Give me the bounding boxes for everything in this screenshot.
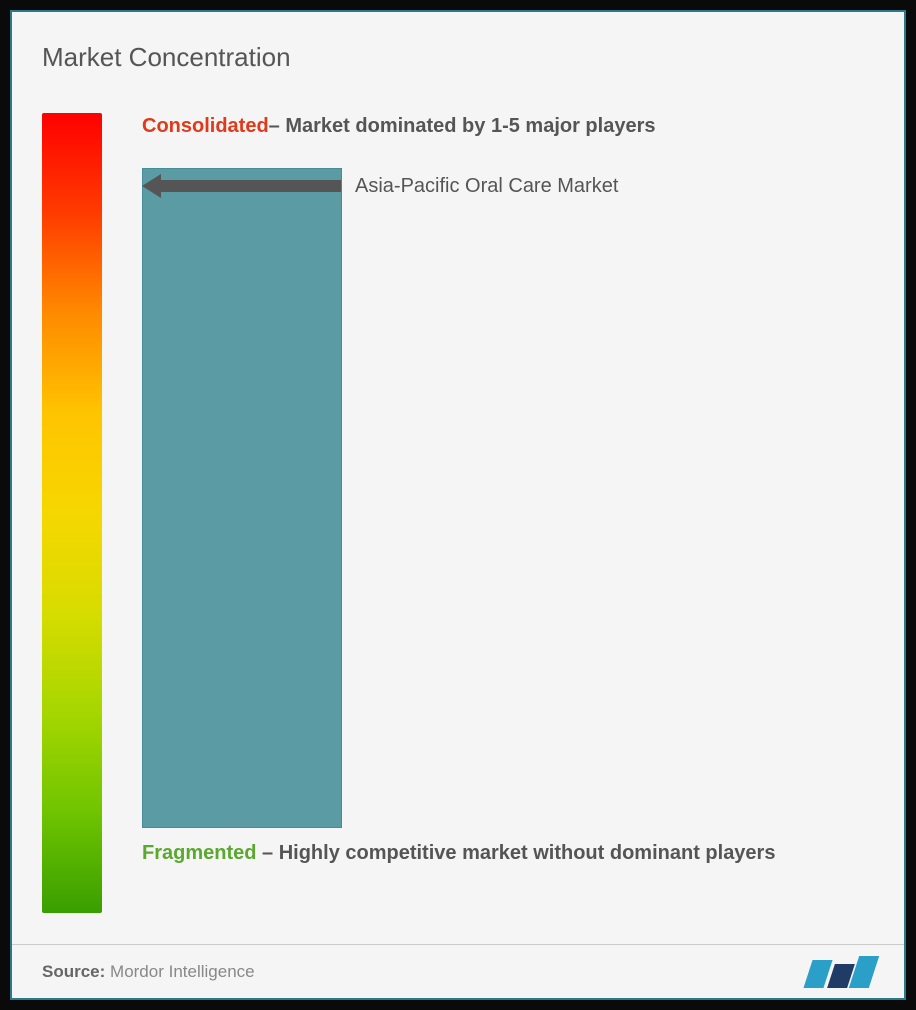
source-value: Mordor Intelligence	[110, 962, 255, 981]
main-area: Consolidated– Market dominated by 1-5 ma…	[42, 113, 874, 913]
market-concentration-card: Market Concentration Consolidated– Marke…	[10, 10, 906, 1000]
arrow-shaft	[161, 180, 341, 192]
source-line: Source: Mordor Intelligence	[42, 962, 255, 982]
fragmented-desc: – Highly competitive market without domi…	[256, 842, 775, 864]
marker-label: Asia-Pacific Oral Care Market	[355, 175, 618, 198]
consolidated-label: Consolidated– Market dominated by 1-5 ma…	[142, 115, 874, 138]
fragmented-label: Fragmented – Highly competitive market w…	[142, 833, 775, 873]
brand-logo-icon	[808, 956, 874, 988]
teal-indicator-bar	[142, 168, 342, 828]
concentration-gradient-bar	[42, 113, 102, 913]
content-column: Consolidated– Market dominated by 1-5 ma…	[142, 113, 874, 913]
card-footer: Source: Mordor Intelligence	[12, 944, 904, 998]
source-label: Source:	[42, 962, 105, 981]
consolidated-keyword: Consolidated	[142, 115, 269, 137]
fragmented-keyword: Fragmented	[142, 842, 256, 864]
marker-arrow: Asia-Pacific Oral Care Market	[142, 174, 702, 198]
arrow-head-icon	[142, 174, 161, 198]
card-title: Market Concentration	[42, 42, 874, 73]
teal-bar-container: Asia-Pacific Oral Care Market	[142, 168, 874, 828]
consolidated-desc: – Market dominated by 1-5 major players	[269, 115, 656, 137]
